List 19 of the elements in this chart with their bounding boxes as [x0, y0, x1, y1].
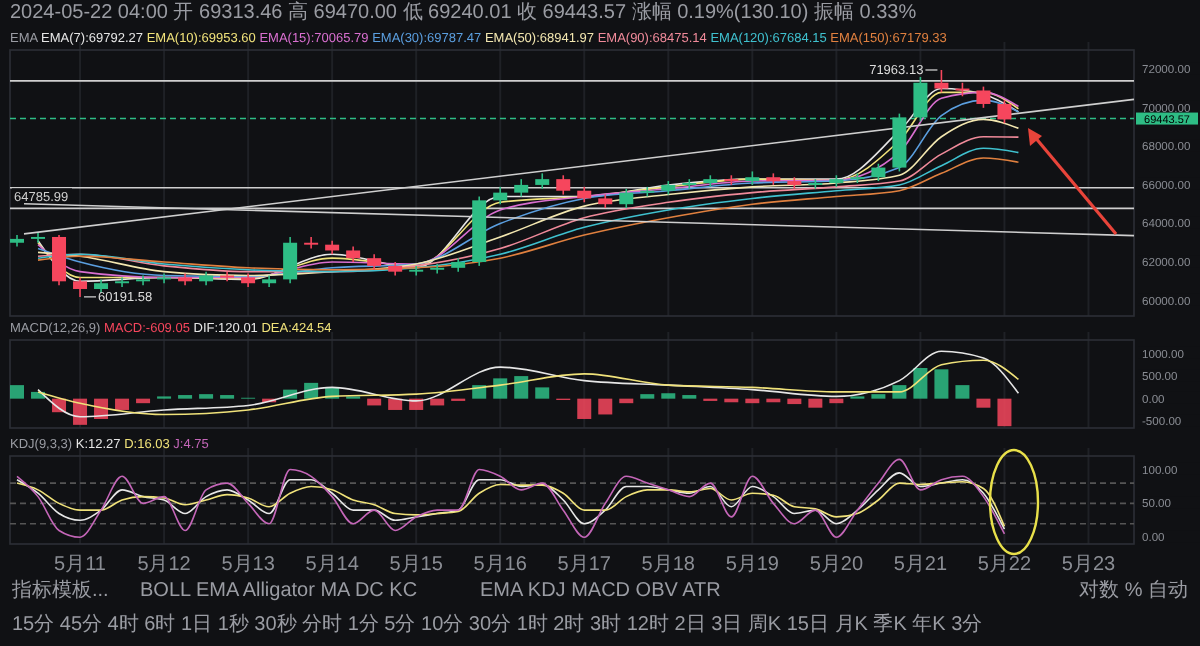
x-tick-label: 5月13: [221, 554, 276, 576]
x-tick-label: 5月23: [1061, 554, 1117, 576]
chart-title: 2024-05-22 04:00 开 69313.46 高 69470.00 低 69240.01 收 69443.57 涨幅 0.19%(130.10) 振幅 0.33%: [10, 0, 917, 24]
text: 对数 % 自动: [1079, 578, 1188, 602]
text: 15分 45分 4时 6时 1日 1秒 30秒 分时 1分 5分 10分 30分 1时 2时 3时 12时 2日 3日 周K 15日 月K 季K 年K 3分: [12, 612, 983, 636]
x-tick-label: 5月20: [809, 554, 864, 576]
x-tick-label: 5月15: [389, 554, 444, 576]
x-tick-label: 5月14: [305, 554, 360, 576]
x-tick-label: 5月17: [557, 554, 612, 576]
x-tick-label: 5月21: [893, 554, 948, 576]
x-tick-label: 5月22: [977, 554, 1032, 576]
x-tick-label: 5月16: [473, 554, 528, 576]
x-tick-label: 5月19: [725, 554, 780, 576]
x-tick-label: 5月18: [641, 554, 696, 576]
x-tick-label: 5月11: [54, 554, 107, 576]
text: EMA KDJ MACD OBV ATR: [480, 580, 721, 602]
text: BOLL EMA Alligator MA DC KC: [140, 580, 418, 602]
x-tick-label: 5月12: [137, 554, 192, 576]
text: 指标模板...: [10, 578, 109, 602]
